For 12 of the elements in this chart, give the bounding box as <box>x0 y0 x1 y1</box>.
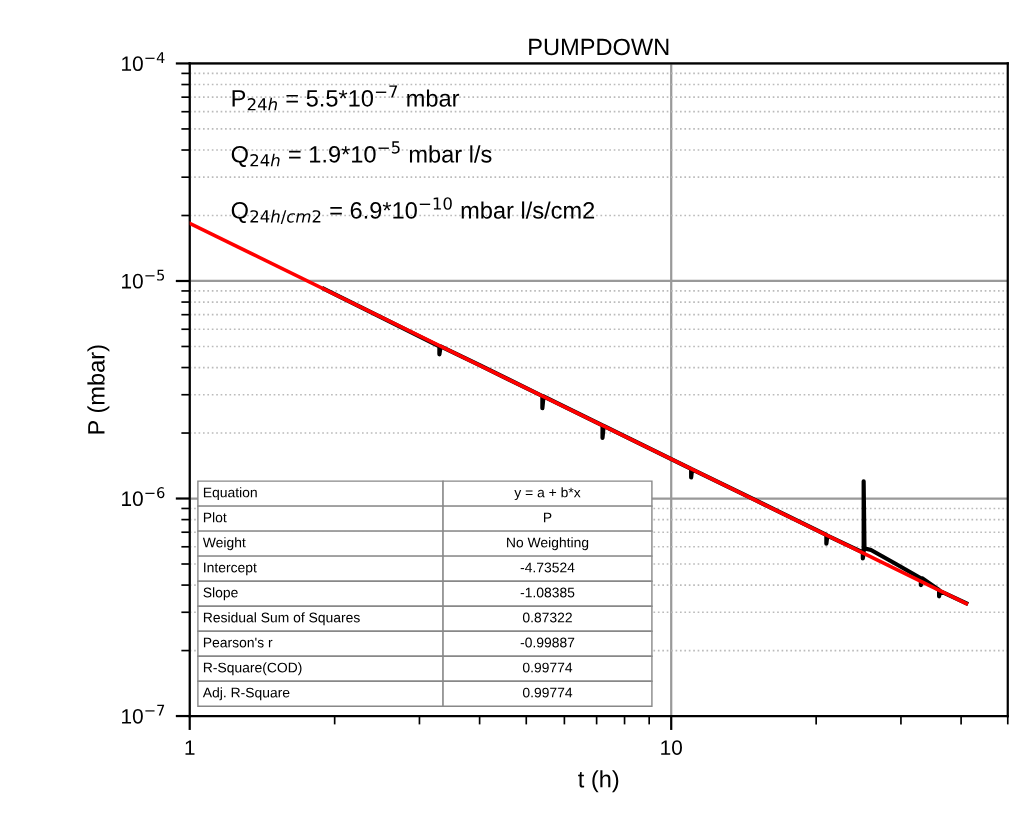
annotation: Q$_{24h/cm2}$ = 6.9*10$^{−10}$ mbar l/s/cm2 <box>231 197 595 224</box>
y-tick-label: 10$^{−5}$ <box>122 269 165 289</box>
annotation: Q$_{24h}$ = 1.9*10$^{−5}$ mbar l/s <box>231 141 492 167</box>
y-axis-title: P (mbar) <box>87 345 110 434</box>
x-tick-label: 10 <box>661 740 682 755</box>
y-tick-label: 10$^{−6}$ <box>122 487 165 507</box>
y-tick-label: 10$^{−4}$ <box>122 52 165 72</box>
y-tick-label: 10$^{−7}$ <box>122 704 165 724</box>
x-axis-title: t (h) <box>578 770 619 793</box>
chart-title: PUMPDOWN <box>529 38 669 56</box>
annotation: P$_{24h}$ = 5.5*10$^{−7}$ mbar <box>232 85 460 111</box>
x-tick-label: 1 <box>185 740 195 755</box>
